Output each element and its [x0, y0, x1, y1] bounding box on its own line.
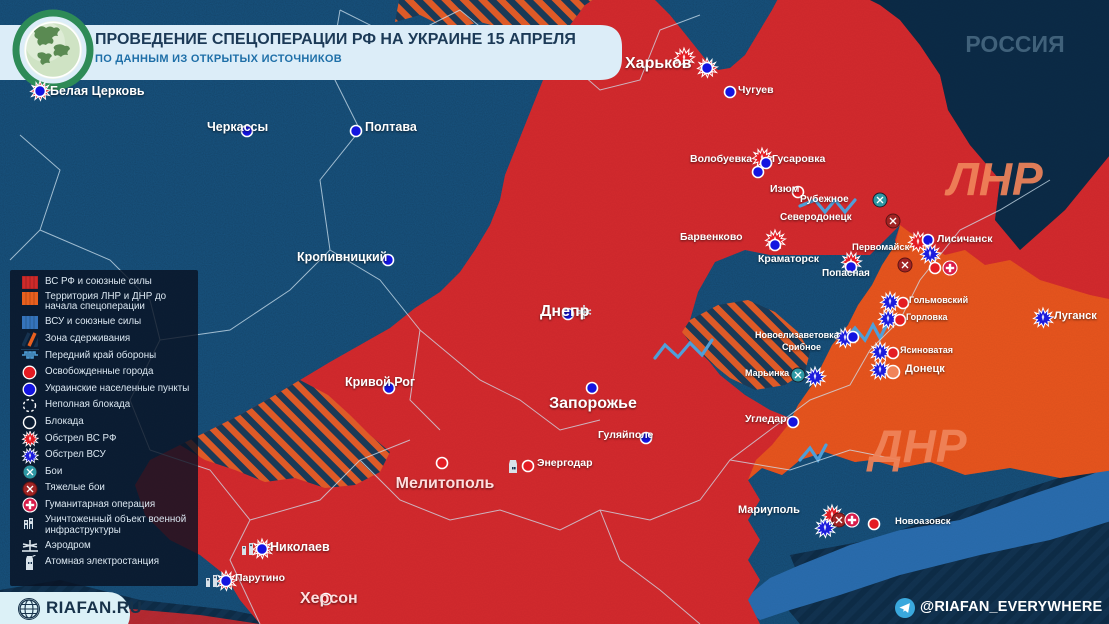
svg-text:▔▔: ▔▔ — [21, 349, 39, 363]
